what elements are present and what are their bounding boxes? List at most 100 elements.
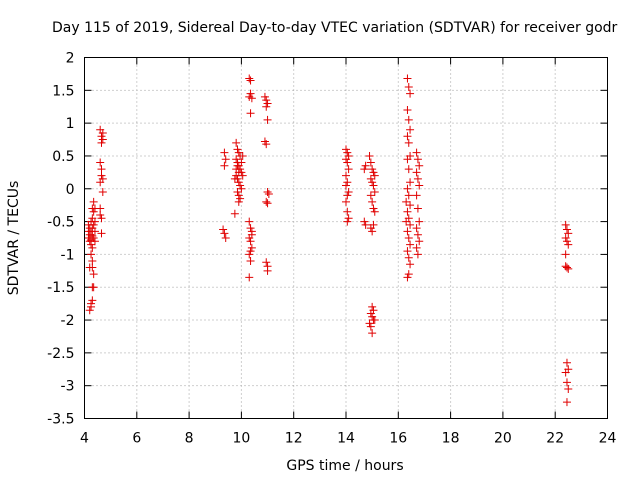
data-point xyxy=(403,273,412,282)
data-point xyxy=(87,240,96,249)
y-tick-label: -1.5 xyxy=(47,280,74,296)
data-point xyxy=(89,234,98,242)
data-point xyxy=(246,237,255,246)
data-point xyxy=(561,368,570,377)
y-tick-label: 1.5 xyxy=(52,83,74,99)
x-tick-label: 10 xyxy=(232,431,250,447)
data-point xyxy=(246,76,255,85)
data-point xyxy=(564,229,573,238)
data-point xyxy=(413,204,422,213)
data-point xyxy=(403,155,412,164)
data-point xyxy=(413,174,422,183)
x-tick-label: 14 xyxy=(337,431,355,447)
data-point xyxy=(263,188,272,197)
data-points xyxy=(84,74,573,407)
data-point xyxy=(564,240,573,249)
x-tick-label: 24 xyxy=(599,431,617,447)
y-tick-label: 0.5 xyxy=(52,149,74,165)
data-point xyxy=(233,188,242,197)
data-point xyxy=(232,138,241,147)
data-point xyxy=(562,358,571,367)
chart-title: Day 115 of 2019, Sidereal Day-to-day VTE… xyxy=(52,20,618,36)
data-point xyxy=(404,83,413,92)
data-point xyxy=(97,214,106,223)
data-point xyxy=(413,155,422,164)
data-point xyxy=(360,165,369,174)
data-point xyxy=(245,250,254,259)
data-point xyxy=(369,168,378,177)
data-point xyxy=(98,128,107,137)
data-point xyxy=(366,322,375,331)
axis-ticks xyxy=(84,57,608,419)
data-point xyxy=(245,273,254,282)
data-point xyxy=(220,148,229,157)
data-point xyxy=(245,217,254,226)
y-tick-label: -2 xyxy=(61,313,75,329)
data-point xyxy=(562,225,571,234)
data-point xyxy=(369,204,378,213)
data-point xyxy=(368,329,377,338)
data-point xyxy=(369,181,378,190)
x-tick-label: 8 xyxy=(185,431,194,447)
data-point xyxy=(262,140,271,149)
y-tick-label: 1 xyxy=(66,116,75,132)
data-point xyxy=(89,283,98,292)
data-point xyxy=(406,125,415,134)
data-point xyxy=(89,220,98,229)
data-point xyxy=(263,266,272,275)
data-point xyxy=(246,247,255,256)
data-point xyxy=(263,199,272,208)
data-point xyxy=(368,178,377,187)
data-point xyxy=(404,234,413,242)
plot-area-frame xyxy=(84,57,608,419)
data-point xyxy=(98,188,107,197)
data-point xyxy=(412,168,421,177)
data-point xyxy=(90,237,99,246)
data-point xyxy=(343,158,352,167)
data-point xyxy=(88,232,97,241)
data-point xyxy=(344,165,353,174)
data-point xyxy=(245,234,254,242)
data-point xyxy=(368,302,377,311)
x-tick-label: 12 xyxy=(285,431,303,447)
data-point xyxy=(403,207,412,216)
data-point xyxy=(221,234,230,242)
data-point xyxy=(404,253,413,262)
data-point xyxy=(262,197,271,206)
data-point xyxy=(412,148,421,157)
data-point xyxy=(342,181,350,190)
data-point xyxy=(237,158,246,167)
data-point xyxy=(246,256,255,265)
y-tick-label: -2.5 xyxy=(47,346,74,362)
data-point xyxy=(413,250,422,259)
data-point xyxy=(262,258,271,267)
data-point xyxy=(404,138,413,147)
data-point xyxy=(412,191,421,200)
x-tick-label: 16 xyxy=(389,431,407,447)
data-point xyxy=(262,102,271,111)
data-point xyxy=(365,151,374,160)
data-point xyxy=(89,207,98,216)
x-tick-label: 20 xyxy=(494,431,512,447)
data-point xyxy=(343,207,352,216)
data-point xyxy=(87,302,96,311)
y-tick-label: -0.5 xyxy=(47,215,74,231)
data-point xyxy=(247,94,256,103)
data-point xyxy=(344,214,353,223)
data-point xyxy=(220,161,229,170)
data-point xyxy=(234,178,243,187)
data-point xyxy=(344,188,353,197)
data-point xyxy=(238,171,247,180)
data-point xyxy=(370,188,379,197)
x-tick-label: 18 xyxy=(442,431,460,447)
data-point xyxy=(220,229,229,238)
data-point xyxy=(263,115,272,124)
data-point xyxy=(402,197,411,206)
data-point xyxy=(87,250,96,259)
data-point xyxy=(230,209,239,218)
data-point xyxy=(343,148,352,157)
data-point xyxy=(366,158,375,167)
data-point xyxy=(404,270,413,279)
data-point xyxy=(237,184,246,193)
